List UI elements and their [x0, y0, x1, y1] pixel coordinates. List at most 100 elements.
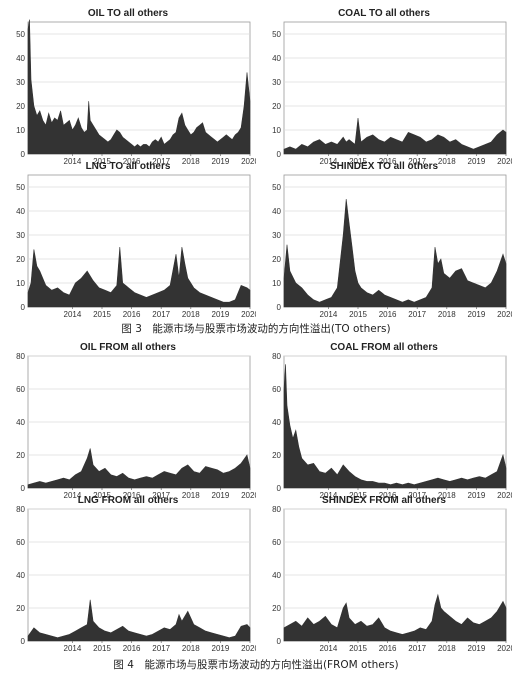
figure-caption: 图 3 能源市场与股票市场波动的方向性溢出(TO others) — [121, 323, 391, 335]
chart-panel-shindex-from: SHINDEX FROM all others 0 20 40 60 80 2014 201… — [256, 495, 512, 655]
y-tick-label: 20 — [16, 451, 25, 460]
x-tick-label: 2014 — [320, 491, 338, 500]
x-tick-label: 2017 — [152, 491, 170, 500]
y-tick-label: 40 — [272, 54, 281, 63]
y-tick-label: 40 — [16, 207, 25, 216]
x-tick-label: 2018 — [182, 644, 200, 653]
chart-panel-lng-from: LNG FROM all others 0 20 40 60 80 2014 2015 201… — [0, 495, 256, 655]
x-tick-label: 2015 — [349, 310, 367, 319]
x-tick-label: 2016 — [123, 310, 141, 319]
x-tick-label: 2014 — [64, 644, 82, 653]
area-series — [27, 599, 251, 642]
y-tick-label: 30 — [16, 78, 25, 87]
chart-plot: 0 10 20 30 40 50 2014 2015 2016 2017 2018 2019 2020 — [272, 174, 512, 319]
y-tick-label: 40 — [272, 418, 281, 427]
plot-frame — [27, 174, 251, 308]
x-tick-label: 2019 — [468, 157, 486, 166]
x-tick-label: 2019 — [468, 491, 486, 500]
x-tick-label: 2017 — [408, 491, 426, 500]
x-tick-label: 2016 — [379, 644, 397, 653]
x-tick-label: 2019 — [212, 310, 230, 319]
y-tick-label: 0 — [21, 150, 26, 159]
y-tick-label: 50 — [16, 30, 25, 39]
x-tick-label: 2015 — [93, 491, 111, 500]
x-tick-label: 2017 — [152, 310, 170, 319]
y-tick-label: 0 — [21, 484, 26, 493]
area-series — [283, 117, 507, 155]
area-series — [283, 593, 507, 642]
x-tick-label: 2017 — [152, 157, 170, 166]
area-series — [27, 246, 251, 308]
chart-plot: 0 10 20 30 40 50 2014 2015 2016 2017 2018 2019 2020 — [16, 174, 256, 319]
x-tick-label: 2019 — [468, 310, 486, 319]
x-tick-label: 2016 — [123, 644, 141, 653]
x-tick-label: 2015 — [93, 310, 111, 319]
x-tick-label: 2020 — [497, 644, 512, 653]
x-tick-label: 2018 — [438, 644, 456, 653]
chart-title: COAL TO all others — [338, 8, 430, 19]
y-tick-label: 0 — [21, 637, 26, 646]
y-tick-label: 40 — [272, 207, 281, 216]
x-tick-label: 2014 — [64, 491, 82, 500]
x-tick-label: 2018 — [438, 157, 456, 166]
x-tick-label: 2020 — [241, 491, 256, 500]
x-tick-label: 2018 — [182, 157, 200, 166]
y-tick-label: 30 — [272, 78, 281, 87]
x-tick-label: 2018 — [438, 491, 456, 500]
area-series — [27, 448, 251, 489]
x-tick-label: 2018 — [438, 310, 456, 319]
chart-plot: 0 20 40 60 80 2014 2015 2016 2017 2018 2019 2020 — [272, 505, 512, 653]
chart-plot: 0 10 20 30 40 50 2014 2015 2016 2017 2018 2019 2020 — [272, 21, 512, 166]
x-tick-label: 2015 — [349, 491, 367, 500]
chart-title: COAL FROM all others — [330, 342, 438, 353]
y-tick-label: 40 — [272, 571, 281, 580]
chart-title: SHINDEX TO all others — [329, 161, 439, 172]
y-tick-label: 10 — [16, 126, 25, 135]
chart-panel-lng-to: LNG TO all others 0 10 20 30 40 50 2014 2015 201… — [0, 161, 256, 321]
x-tick-label: 2020 — [241, 157, 256, 166]
y-tick-label: 20 — [16, 604, 25, 613]
area-series — [283, 198, 507, 308]
x-tick-label: 2020 — [241, 644, 256, 653]
y-tick-label: 0 — [277, 484, 282, 493]
y-tick-label: 20 — [272, 604, 281, 613]
y-tick-label: 20 — [272, 255, 281, 264]
y-tick-label: 40 — [16, 54, 25, 63]
x-tick-label: 2014 — [320, 310, 338, 319]
y-tick-label: 50 — [272, 30, 281, 39]
x-tick-label: 2017 — [408, 644, 426, 653]
y-tick-label: 0 — [277, 150, 282, 159]
x-tick-label: 2016 — [123, 491, 141, 500]
x-tick-label: 2015 — [349, 157, 367, 166]
y-tick-label: 10 — [272, 279, 281, 288]
y-tick-label: 80 — [16, 352, 25, 361]
chart-panel-shindex-to: SHINDEX TO all others 0 10 20 30 40 50 2014 201… — [256, 161, 512, 321]
chart-plot: 0 20 40 60 80 2014 2015 2016 2017 2018 2019 2020 — [272, 352, 512, 500]
x-tick-label: 2019 — [212, 644, 230, 653]
y-tick-label: 0 — [21, 303, 26, 312]
x-tick-label: 2019 — [468, 644, 486, 653]
chart-panel-coal-from: COAL FROM all others 0 20 40 60 80 2014 2015 20… — [256, 342, 512, 502]
x-tick-label: 2014 — [64, 157, 82, 166]
chart-title: LNG FROM all others — [77, 495, 179, 506]
area-series — [283, 364, 507, 489]
chart-plot: 0 20 40 60 80 2014 2015 2016 2017 2018 2019 2020 — [16, 505, 256, 653]
y-tick-label: 50 — [272, 183, 281, 192]
x-tick-label: 2020 — [497, 491, 512, 500]
chart-panel-oil-from: OIL FROM all others 0 20 40 60 80 2014 2015 201… — [0, 342, 256, 502]
x-tick-label: 2020 — [497, 157, 512, 166]
x-tick-label: 2016 — [123, 157, 141, 166]
y-tick-label: 80 — [272, 352, 281, 361]
chart-title: LNG TO all others — [85, 161, 171, 172]
area-series — [27, 19, 251, 155]
plot-frame — [283, 21, 507, 155]
chart-title: SHINDEX FROM all others — [322, 495, 446, 506]
y-tick-label: 20 — [272, 451, 281, 460]
x-tick-label: 2016 — [379, 157, 397, 166]
chart-title: OIL TO all others — [87, 8, 169, 19]
y-tick-label: 50 — [16, 183, 25, 192]
y-tick-label: 60 — [16, 538, 25, 547]
x-tick-label: 2018 — [182, 491, 200, 500]
x-tick-label: 2016 — [379, 310, 397, 319]
y-tick-label: 30 — [272, 231, 281, 240]
